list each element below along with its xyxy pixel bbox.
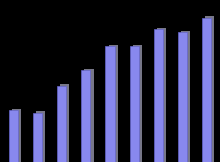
Bar [202, 17, 211, 162]
Bar [133, 45, 142, 162]
Bar [181, 31, 190, 162]
Bar [84, 69, 94, 162]
Bar [36, 111, 45, 162]
Bar [178, 32, 187, 162]
Bar [33, 113, 42, 162]
Bar [108, 45, 118, 162]
Bar [205, 16, 214, 162]
Bar [105, 46, 115, 162]
Bar [157, 28, 166, 162]
Bar [154, 29, 163, 162]
Bar [9, 110, 18, 162]
Bar [130, 46, 139, 162]
Bar [12, 109, 21, 162]
Bar [81, 70, 90, 162]
Bar [57, 86, 66, 162]
Bar [60, 84, 69, 162]
